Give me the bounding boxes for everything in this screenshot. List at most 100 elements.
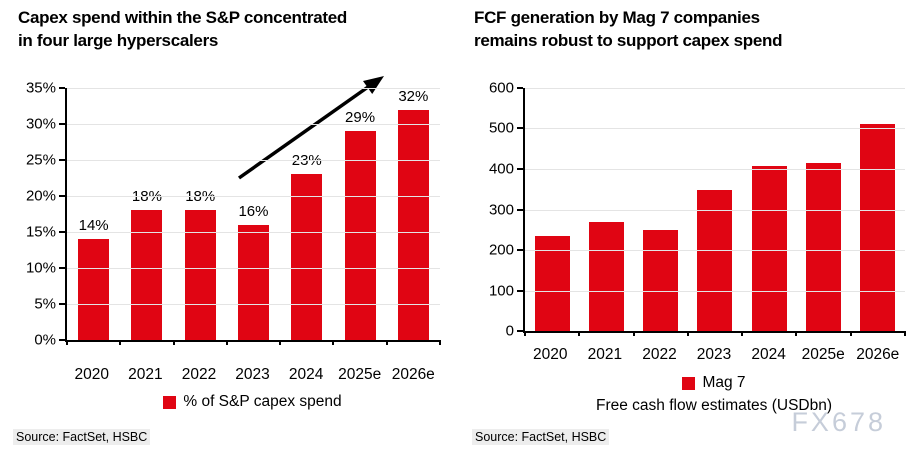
y-axis-label: 25% [25,151,56,169]
y-axis-tick [59,159,65,161]
bar [291,174,323,340]
x-axis-tick [795,331,798,336]
gridline [525,88,905,89]
y-axis-tick [59,123,65,125]
title-line-2: remains robust to support capex spend [474,31,783,50]
x-axis-tick [741,331,744,336]
bar-value-label: 32% [398,87,429,105]
title-line-1: Capex spend within the S&P concentrated [18,8,347,27]
bar [588,222,624,331]
y-axis-tick [59,303,65,305]
gridline [67,268,440,269]
bar-slot [579,88,633,331]
gridline [67,304,440,305]
bar [534,235,570,331]
bar-slot: 32% [387,88,440,340]
y-axis-tick [517,289,523,292]
y-axis-tick [517,167,523,170]
bars-row: 14% 18% 18% 16% 23% 29% 32% [67,88,440,340]
x-axis-tick [332,340,335,345]
x-axis-tick [904,331,906,336]
bar-slot [851,88,905,331]
y-axis-label: 600 [488,79,514,97]
legend-label: % of S&P capex spend [183,393,342,410]
x-axis-label: 2021 [128,366,163,383]
bar [397,109,429,340]
x-axis-tick [524,331,526,336]
gridline [525,209,905,211]
bar [751,166,787,331]
bar-slot [796,88,850,331]
y-axis-label: 10% [25,259,56,277]
bar-slot [525,88,579,331]
bar-slot: 16% [227,88,280,340]
bar-slot: 18% [120,88,173,340]
legend-label: Mag 7 [702,374,746,391]
y-axis-tick [517,208,523,211]
fcf-chart-panel: FCF generation by Mag 7 companies remain… [456,0,913,462]
bar-value-label: 14% [78,217,109,235]
y-axis-label: 5% [34,295,56,313]
plot-area: 600 500 400 300 200 100 0 [489,80,906,340]
bar-slot: 29% [333,88,386,340]
bar [806,162,842,331]
x-axis-label: 2022 [642,346,677,363]
bars-row [525,88,905,331]
bar-slot: 14% [67,88,120,340]
legend: Mag 7 [523,374,905,392]
x-axis-label: 2026e [391,366,435,383]
gridline [67,88,440,89]
x-axis-label: 2025e [801,346,845,363]
legend-swatch [682,376,696,390]
source-note: Source: FactSet, HSBC [13,429,151,445]
source-note: Source: FactSet, HSBC [472,429,610,445]
bar-value-label: 16% [238,202,269,220]
x-axis-label: 2024 [288,366,324,383]
bar [131,210,163,340]
gridline [67,196,440,197]
x-axis-label: 2021 [587,346,623,363]
bar [643,229,679,331]
x-axis-tick [119,340,122,345]
gridline [525,290,905,292]
bar-slot [742,88,796,331]
title-line-2: in four large hyperscalers [18,31,219,50]
y-axis-tick [59,231,65,233]
x-axis-tick [686,331,689,336]
x-axis-labels: 2020 2021 2022 2023 2024 2025e 2026e [523,346,905,364]
y-axis-tick [517,248,523,251]
x-axis-label: 2020 [533,346,568,363]
gridline [67,232,440,233]
gridline [525,168,905,170]
gridline [67,160,440,161]
gridline [525,128,905,130]
y-axis-label: 15% [25,223,56,241]
bar [78,239,110,340]
bar [697,190,733,331]
x-axis-tick [578,331,581,336]
title-line-1: FCF generation by Mag 7 companies [474,8,760,27]
y-axis-label: 0% [34,331,56,349]
x-axis-tick [66,340,68,345]
x-axis-label: 2023 [696,346,732,363]
x-axis-label: 2023 [235,366,270,383]
x-axis-label: 2020 [74,366,110,383]
bar [237,224,269,340]
y-axis-label: 0 [505,322,514,340]
bar [860,124,896,331]
x-axis-tick [849,331,852,336]
bar-slot: 23% [280,88,333,340]
plot-area: 14% 18% 18% 16% 23% 29% 32% 35% 30% 25% 20% 15% 10%… [26,76,441,349]
y-axis-label: 30% [25,115,56,133]
fcf-chart-title: FCF generation by Mag 7 companies remain… [474,6,782,52]
bar-slot [634,88,688,331]
x-axis-label: 2024 [751,346,786,363]
x-axis-tick [632,331,635,336]
y-axis-tick [59,195,65,197]
x-axis-tick [439,340,441,345]
gridline [525,249,905,251]
y-axis-label: 400 [488,160,514,178]
y-axis-label: 500 [488,119,514,137]
y-axis-tick [59,87,65,89]
